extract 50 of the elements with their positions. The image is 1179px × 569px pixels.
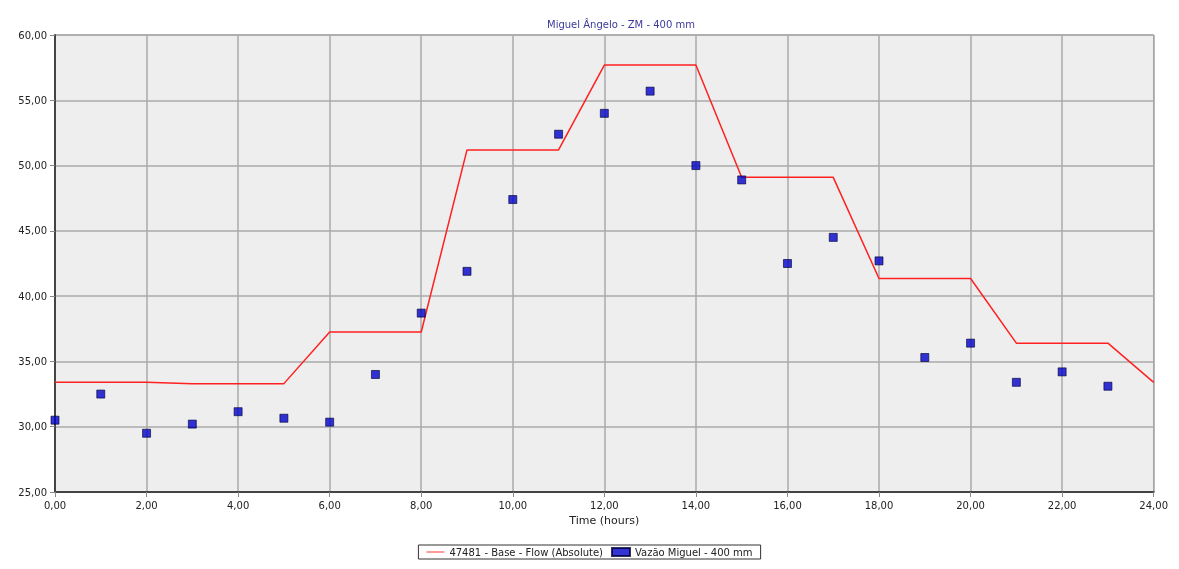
- y-tick-label: 50,00: [18, 160, 47, 172]
- point: [645, 86, 655, 96]
- x-tick-label: 22,00: [1047, 499, 1077, 511]
- point: [1011, 377, 1021, 387]
- y-tick-label: 45,00: [18, 225, 47, 237]
- x-axis-title: Time (hours): [568, 513, 640, 527]
- x-tick-label: 18,00: [864, 499, 894, 511]
- point: [279, 413, 289, 423]
- chart-title: Miguel Ângelo - ZM - 400 mm: [547, 17, 695, 30]
- point: [187, 419, 197, 429]
- point: [691, 161, 701, 170]
- x-tick-label: 12,00: [590, 499, 619, 511]
- x-tick-label: 20,00: [956, 499, 985, 511]
- legend-label: 47481 - Base - Flow (Absolute): [449, 546, 604, 558]
- x-tick-label: 24,00: [1139, 499, 1169, 511]
- point: [325, 417, 335, 427]
- legend-label: Vazão Miguel - 400 mm: [635, 546, 753, 558]
- point: [554, 129, 563, 139]
- y-tick-label: 35,00: [18, 355, 47, 367]
- x-tick-label: 14,00: [681, 499, 711, 511]
- x-tick-label: 10,00: [498, 499, 528, 511]
- point: [233, 407, 243, 417]
- y-tick-label: 55,00: [18, 94, 47, 106]
- y-tick-label: 40,00: [18, 290, 47, 302]
- point: [50, 415, 60, 425]
- y-tick-label: 60,00: [18, 29, 47, 41]
- point: [874, 256, 884, 266]
- x-tick-label: 0,00: [43, 499, 67, 511]
- point: [828, 232, 838, 242]
- x-tick-label: 16,00: [773, 499, 802, 511]
- x-tick-label: 6,00: [318, 499, 341, 511]
- point: [1103, 381, 1113, 391]
- point: [508, 195, 518, 204]
- x-tick-label: 4,00: [226, 499, 250, 511]
- point: [783, 259, 792, 268]
- point: [371, 370, 380, 379]
- point: [1057, 367, 1067, 377]
- y-tick-label: 30,00: [18, 421, 47, 433]
- point: [737, 175, 747, 185]
- point: [416, 308, 426, 318]
- line-series: [54, 64, 1155, 385]
- point: [96, 389, 106, 399]
- x-tick-label: 2,00: [135, 499, 158, 511]
- point: [599, 108, 609, 118]
- point: [966, 338, 975, 348]
- point: [920, 353, 930, 362]
- point: [462, 266, 472, 276]
- point: [142, 428, 151, 438]
- x-tick-label: 8,00: [410, 499, 433, 511]
- y-tick-label: 25,00: [18, 486, 47, 498]
